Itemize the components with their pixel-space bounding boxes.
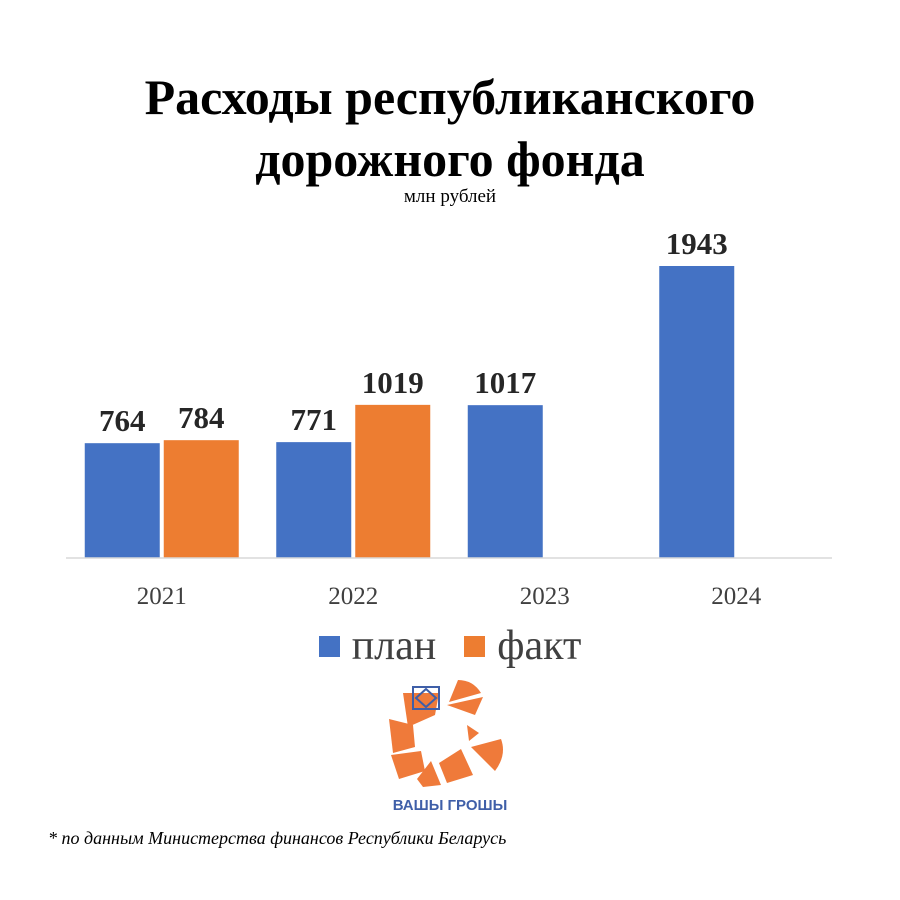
x-tick-label-2023: 2023 bbox=[520, 583, 570, 610]
bar-chart: 764 784 771 1019 1017 1943 2021 2022 2023 2024 bbox=[66, 226, 832, 610]
x-tick-label-2021: 2021 bbox=[137, 583, 187, 610]
logo-segments bbox=[389, 680, 503, 787]
logo-segment bbox=[417, 761, 441, 787]
data-label-fact-2021: 784 bbox=[178, 400, 225, 435]
data-label-plan-2023: 1017 bbox=[474, 365, 536, 400]
legend: план факт bbox=[0, 622, 900, 670]
logo-segment bbox=[389, 719, 415, 753]
chart-title-line-1: Расходы республиканского bbox=[144, 69, 756, 125]
data-label-plan-2024: 1943 bbox=[666, 226, 728, 261]
logo-text: ВАШЫ ГРОШЫ bbox=[393, 797, 508, 814]
data-label-plan-2021: 764 bbox=[99, 403, 146, 438]
logo-segment bbox=[391, 751, 425, 779]
bars-group: 764 784 771 1019 1017 1943 bbox=[84, 226, 735, 558]
footnote: * по данным Министерства финансов Респуб… bbox=[48, 828, 507, 848]
x-tick-labels: 2021 2022 2023 2024 bbox=[137, 583, 762, 610]
legend-swatch-fact bbox=[464, 635, 486, 657]
logo-segment bbox=[449, 680, 481, 702]
data-label-fact-2022: 1019 bbox=[362, 365, 424, 400]
bar-plan-2021 bbox=[84, 443, 160, 558]
logo-segment bbox=[439, 749, 473, 783]
legend-item-fact: факт bbox=[464, 622, 581, 670]
x-tick-label-2022: 2022 bbox=[328, 583, 378, 610]
legend-label-fact: факт bbox=[497, 623, 582, 669]
chart-title: Расходы республиканского дорожного фонда bbox=[0, 66, 900, 190]
chart-subtitle: млн рублей bbox=[403, 186, 497, 207]
chart-title-line-2: дорожного фонда bbox=[255, 131, 645, 187]
bar-fact-2021 bbox=[163, 440, 239, 558]
bar-plan-2023 bbox=[467, 405, 543, 558]
legend-item-plan: план bbox=[318, 622, 437, 670]
bar-fact-2022 bbox=[355, 404, 431, 558]
data-label-plan-2022: 771 bbox=[291, 402, 338, 437]
legend-label-plan: план bbox=[351, 623, 437, 669]
logo-segment bbox=[447, 697, 483, 715]
logo-segment bbox=[467, 725, 479, 741]
logo-ornament bbox=[412, 686, 440, 710]
logo-segment bbox=[471, 739, 503, 771]
bar-plan-2022 bbox=[276, 442, 352, 558]
x-tick-label-2024: 2024 bbox=[711, 583, 762, 610]
vashy-groshy-logo-icon: ВАШЫ ГРОШЫ bbox=[389, 680, 508, 814]
legend-swatch-plan bbox=[318, 635, 340, 657]
bar-plan-2024 bbox=[659, 266, 735, 558]
